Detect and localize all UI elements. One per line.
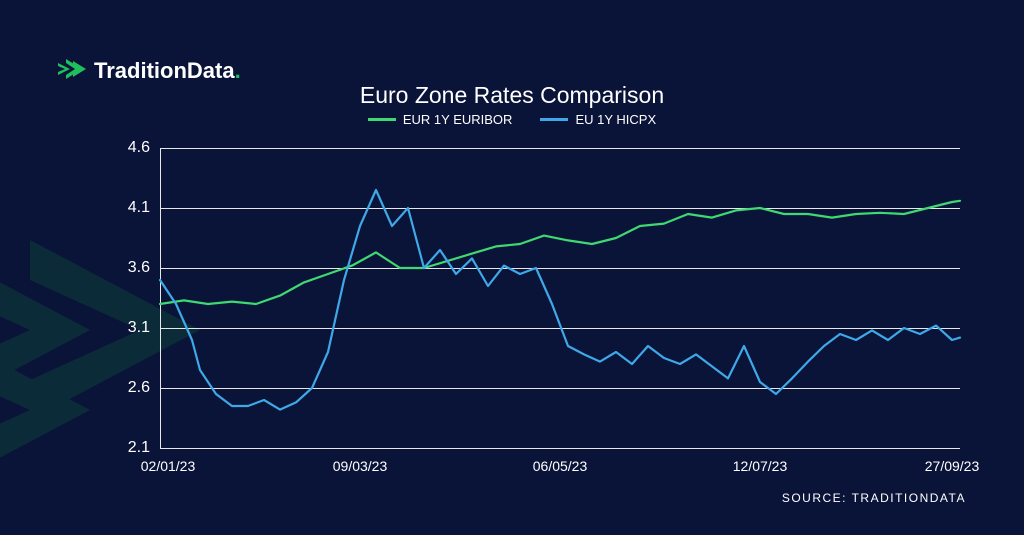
y-tick-label: 4.6 xyxy=(110,139,150,157)
legend-swatch-euribor xyxy=(368,118,396,121)
x-tick-label: 02/01/23 xyxy=(141,458,196,474)
series-line xyxy=(160,190,960,410)
plot-area xyxy=(160,148,960,448)
gridline xyxy=(160,448,960,449)
legend-label-hicpx: EU 1Y HICPX xyxy=(575,112,656,127)
source-attribution: SOURCE: TRADITIONDATA xyxy=(782,491,966,505)
chart-container: 2.12.63.13.64.14.6 02/01/2309/03/2306/05… xyxy=(110,148,960,448)
brand-logo: TraditionData. xyxy=(58,58,241,84)
y-tick-label: 3.1 xyxy=(110,319,150,337)
chart-legend: EUR 1Y EURIBOR EU 1Y HICPX xyxy=(0,112,1024,127)
brand-logo-icon xyxy=(58,59,86,83)
x-tick-label: 06/05/23 xyxy=(533,458,588,474)
chart-title: Euro Zone Rates Comparison xyxy=(0,82,1024,109)
brand-dot: . xyxy=(235,58,241,83)
chart-lines xyxy=(160,148,960,448)
legend-swatch-hicpx xyxy=(540,118,568,121)
series-line xyxy=(160,201,960,304)
y-tick-label: 4.1 xyxy=(110,199,150,217)
y-tick-label: 2.6 xyxy=(110,379,150,397)
x-tick-label: 09/03/23 xyxy=(333,458,388,474)
x-tick-label: 12/07/23 xyxy=(733,458,788,474)
legend-item-hicpx: EU 1Y HICPX xyxy=(540,112,656,127)
y-tick-label: 3.6 xyxy=(110,259,150,277)
legend-item-euribor: EUR 1Y EURIBOR xyxy=(368,112,513,127)
y-tick-label: 2.1 xyxy=(110,439,150,457)
x-tick-label: 27/09/23 xyxy=(925,458,980,474)
brand-name: TraditionData xyxy=(94,58,235,83)
legend-label-euribor: EUR 1Y EURIBOR xyxy=(403,112,513,127)
